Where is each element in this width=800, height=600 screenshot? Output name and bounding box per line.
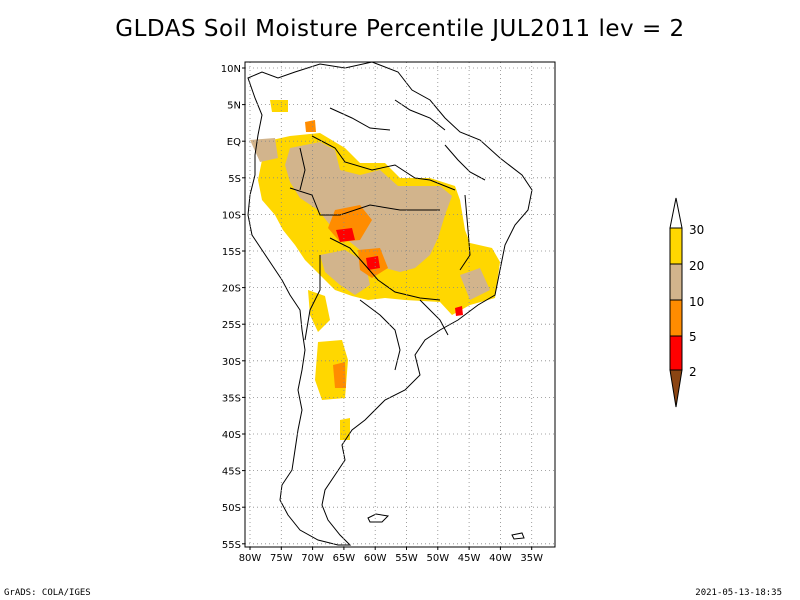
lon-tick-label: 70W [301, 553, 324, 564]
lat-tick-label: 15S [222, 247, 241, 258]
footer-credit: GrADS: COLA/IGES [4, 588, 91, 598]
longitude-labels: 80W 75W 70W 65W 60W 55W 50W 45W 40W 35W [239, 547, 543, 564]
legend-label-20: 20 [689, 259, 704, 273]
legend-band-yellow [669, 227, 683, 265]
lon-tick-label: 50W [426, 553, 449, 564]
lat-tick-label: 10N [221, 64, 241, 75]
legend-top-arrow [669, 197, 683, 229]
lat-lon-grid [245, 62, 555, 547]
map-title: GLDAS Soil Moisture Percentile JUL2011 l… [115, 16, 685, 42]
coastline-outlines [247, 61, 533, 546]
legend-label-10: 10 [689, 295, 704, 309]
lon-tick-label: 35W [520, 553, 543, 564]
legend-bottom-arrow [669, 369, 683, 408]
lat-tick-label: 45S [222, 467, 241, 478]
lat-tick-label: 35S [222, 393, 241, 404]
legend: 30 20 10 5 2 [669, 197, 704, 408]
lat-tick-label: 30S [222, 357, 241, 368]
legend-band-red [669, 335, 683, 371]
lon-tick-label: 60W [364, 553, 387, 564]
legend-label-30: 30 [689, 223, 704, 237]
lon-tick-label: 45W [458, 553, 481, 564]
lat-tick-label: 10S [222, 210, 241, 221]
lat-tick-label: 5N [227, 101, 241, 112]
lat-tick-label: 25S [222, 320, 241, 331]
lon-tick-label: 55W [395, 553, 418, 564]
lat-tick-label: 20S [222, 284, 241, 295]
lon-tick-label: 65W [333, 553, 356, 564]
lat-tick-label: 5S [228, 174, 241, 185]
shading-red [336, 228, 463, 316]
latitude-labels: 10N 5N EQ 5S 10S 15S 20S 25S 30S 35S 40S 45S 50S 55S [221, 64, 245, 551]
lon-tick-label: 80W [239, 553, 262, 564]
lon-tick-label: 75W [270, 553, 293, 564]
legend-band-tan [669, 263, 683, 301]
lon-tick-label: 40W [489, 553, 512, 564]
legend-label-5: 5 [689, 330, 697, 344]
legend-band-orange [669, 299, 683, 337]
lat-tick-label: 40S [222, 430, 241, 441]
lat-tick-label: 50S [222, 503, 241, 514]
map-frame [244, 61, 556, 548]
lat-tick-label: 55S [222, 540, 241, 551]
lat-tick-label: EQ [227, 137, 241, 148]
footer-timestamp: 2021-05-13-18:35 [695, 588, 782, 598]
legend-label-2: 2 [689, 365, 697, 379]
